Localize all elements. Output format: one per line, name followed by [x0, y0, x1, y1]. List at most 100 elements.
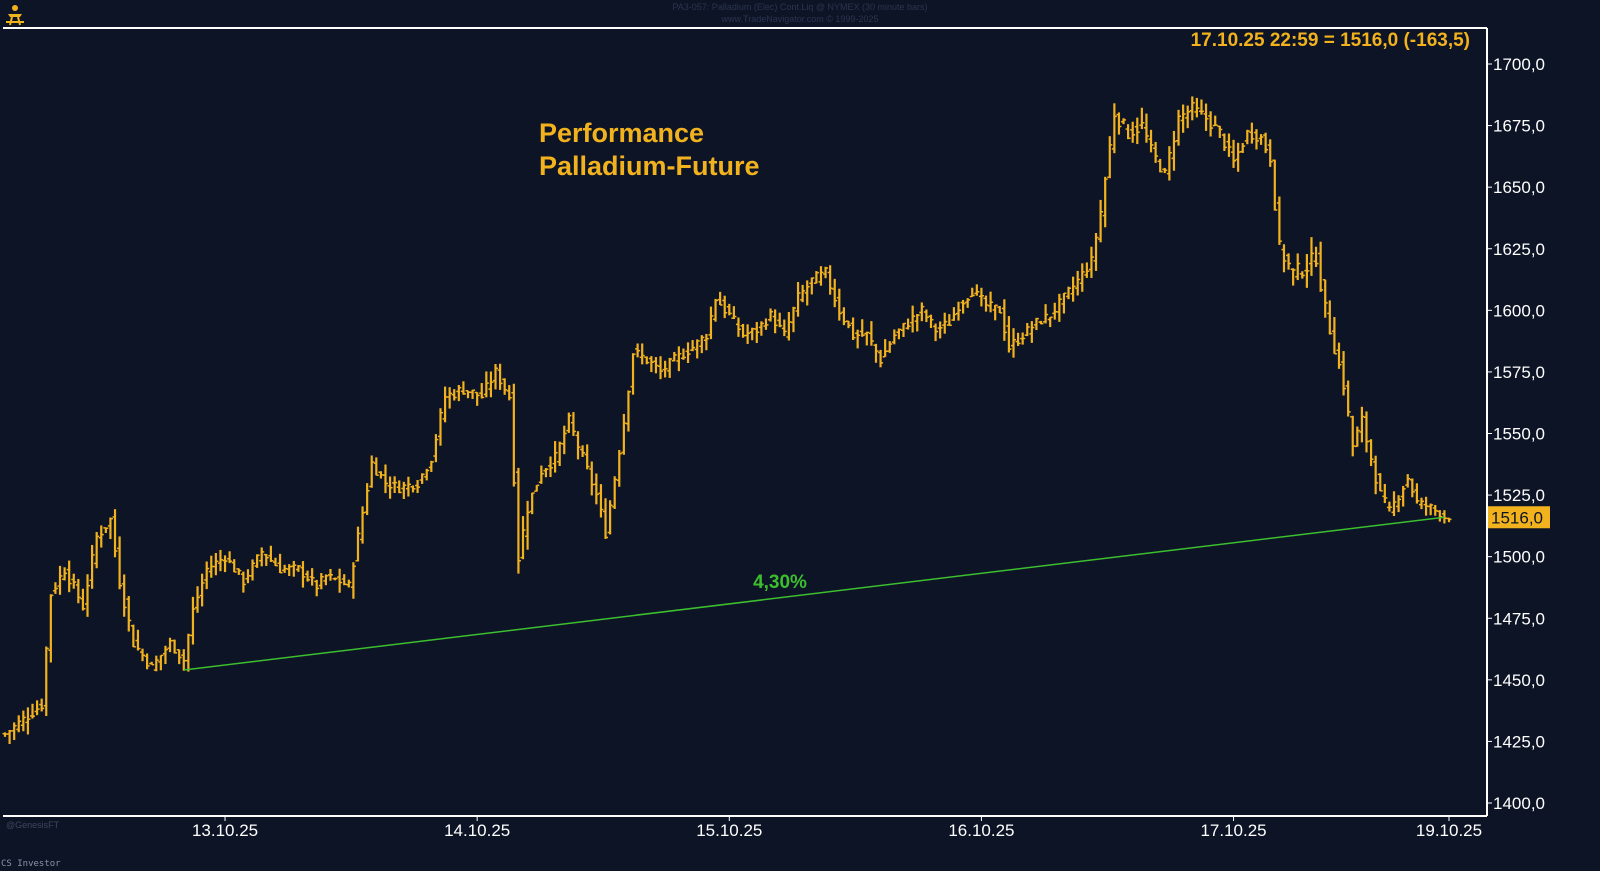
ohlc-bar [635, 343, 641, 358]
chart-header-line1: PA3-057: Palladium (Elec) Cont.Liq @ NYM… [672, 2, 928, 12]
ohlc-bar [16, 715, 22, 733]
ohlc-bar [914, 313, 920, 332]
ohlc-bar [955, 301, 961, 321]
ohlc-bar [630, 353, 636, 395]
ohlc-bar [855, 329, 861, 349]
ohlc-bar [823, 266, 829, 279]
ohlc-bar [327, 568, 333, 581]
ohlc-bar [1363, 411, 1369, 453]
ohlc-bar [1116, 112, 1122, 135]
ohlc-bar [1143, 113, 1149, 143]
ohlc-bar [1033, 317, 1039, 331]
ohlc-bar [103, 527, 109, 534]
ohlc-bar [295, 565, 301, 572]
ohlc-bar [1043, 304, 1049, 324]
ohlc-bar [570, 412, 576, 436]
ohlc-bar [1423, 496, 1429, 516]
ohlc-bar [1377, 473, 1383, 492]
y-tick-label: 1450,0 [1493, 671, 1545, 690]
ohlc-bar [878, 349, 884, 368]
y-tick-label: 1550,0 [1493, 425, 1545, 444]
chart-title: Performance [539, 118, 704, 148]
ohlc-bar [254, 554, 260, 568]
ohlc-bar [694, 339, 700, 359]
ohlc-bar [369, 455, 375, 488]
ohlc-bar [786, 312, 792, 341]
ohlc-bar [185, 633, 191, 672]
ohlc-bar [900, 322, 906, 337]
ohlc-bar [832, 278, 838, 308]
ohlc-bar [997, 305, 1003, 314]
ohlc-bar [71, 573, 77, 589]
ohlc-bar [1153, 141, 1159, 163]
ohlc-bar [621, 413, 627, 455]
x-tick-label: 17.10.25 [1200, 821, 1266, 840]
ohlc-bar [1221, 133, 1227, 151]
ohlc-bar [144, 653, 150, 670]
ohlc-bar [1226, 133, 1232, 157]
ohlc-bar [318, 573, 324, 590]
ohlc-bar [222, 555, 228, 573]
ohlc-bar [928, 314, 934, 329]
ohlc-bar [1400, 485, 1406, 507]
ohlc-bar [1125, 124, 1131, 140]
ohlc-bar [1272, 159, 1278, 211]
ohlc-bar [1286, 253, 1292, 270]
ohlc-bar [607, 500, 613, 535]
ohlc-bar [960, 299, 966, 314]
ohlc-bar [474, 391, 480, 406]
y-tick-label: 1650,0 [1493, 178, 1545, 197]
source-note: @GenesisFT [6, 820, 60, 830]
ohlc-bar [864, 331, 870, 346]
ohlc-bar [442, 386, 448, 423]
ohlc-bar [1121, 118, 1127, 125]
ohlc-bar [1217, 125, 1223, 138]
ohlc-bar [882, 339, 888, 358]
ohlc-bar [98, 525, 104, 548]
ohlc-bar [135, 629, 141, 651]
last-value-label: 17.10.25 22:59 = 1516,0 (-163,5) [1191, 30, 1470, 51]
ohlc-bar [841, 307, 847, 326]
ohlc-bar [80, 588, 86, 611]
ohlc-bar [488, 371, 494, 398]
ohlc-bar [286, 564, 292, 576]
ohlc-bar [1336, 342, 1342, 369]
ohlc-bar [1432, 504, 1438, 516]
ohlc-bar [1258, 134, 1264, 145]
ohlc-bar [1180, 104, 1186, 133]
ohlc-bar [1189, 96, 1195, 121]
ohlc-bar [726, 303, 732, 316]
ohlc-bar [1024, 322, 1030, 337]
ohlc-bar [1276, 196, 1282, 245]
ohlc-bar [282, 564, 288, 573]
ohlc-bar [272, 557, 278, 567]
ohlc-bar [557, 441, 563, 467]
x-tick-label: 13.10.25 [192, 821, 258, 840]
ohlc-bar [1341, 351, 1347, 396]
ohlc-bar [529, 492, 535, 515]
ohlc-bar [1047, 316, 1053, 328]
ohlc-bar [337, 568, 343, 593]
ohlc-bar [790, 306, 796, 333]
ohlc-bar [392, 476, 398, 493]
ohlc-bar [94, 532, 100, 569]
ohlc-bar [754, 321, 760, 343]
ohlc-bar [662, 360, 668, 378]
ohlc-bar [1295, 253, 1301, 281]
ohlc-bar [603, 498, 609, 539]
ohlc-bar [745, 324, 751, 344]
ohlc-bar [520, 516, 526, 560]
ohlc-bar [644, 356, 650, 365]
corner-logo[interactable] [2, 2, 28, 28]
y-tick-label: 1575,0 [1493, 363, 1545, 382]
ohlc-bar [942, 312, 948, 334]
ohlc-bar [722, 295, 728, 319]
ohlc-bar [548, 456, 554, 478]
ohlc-bar [616, 450, 622, 487]
ohlc-bar [401, 481, 407, 500]
ohlc-bar [1386, 501, 1392, 512]
ohlc-bar [373, 457, 379, 476]
ohlc-bar [300, 561, 306, 588]
ohlc-bar [309, 568, 315, 586]
ohlc-bar [515, 467, 521, 574]
